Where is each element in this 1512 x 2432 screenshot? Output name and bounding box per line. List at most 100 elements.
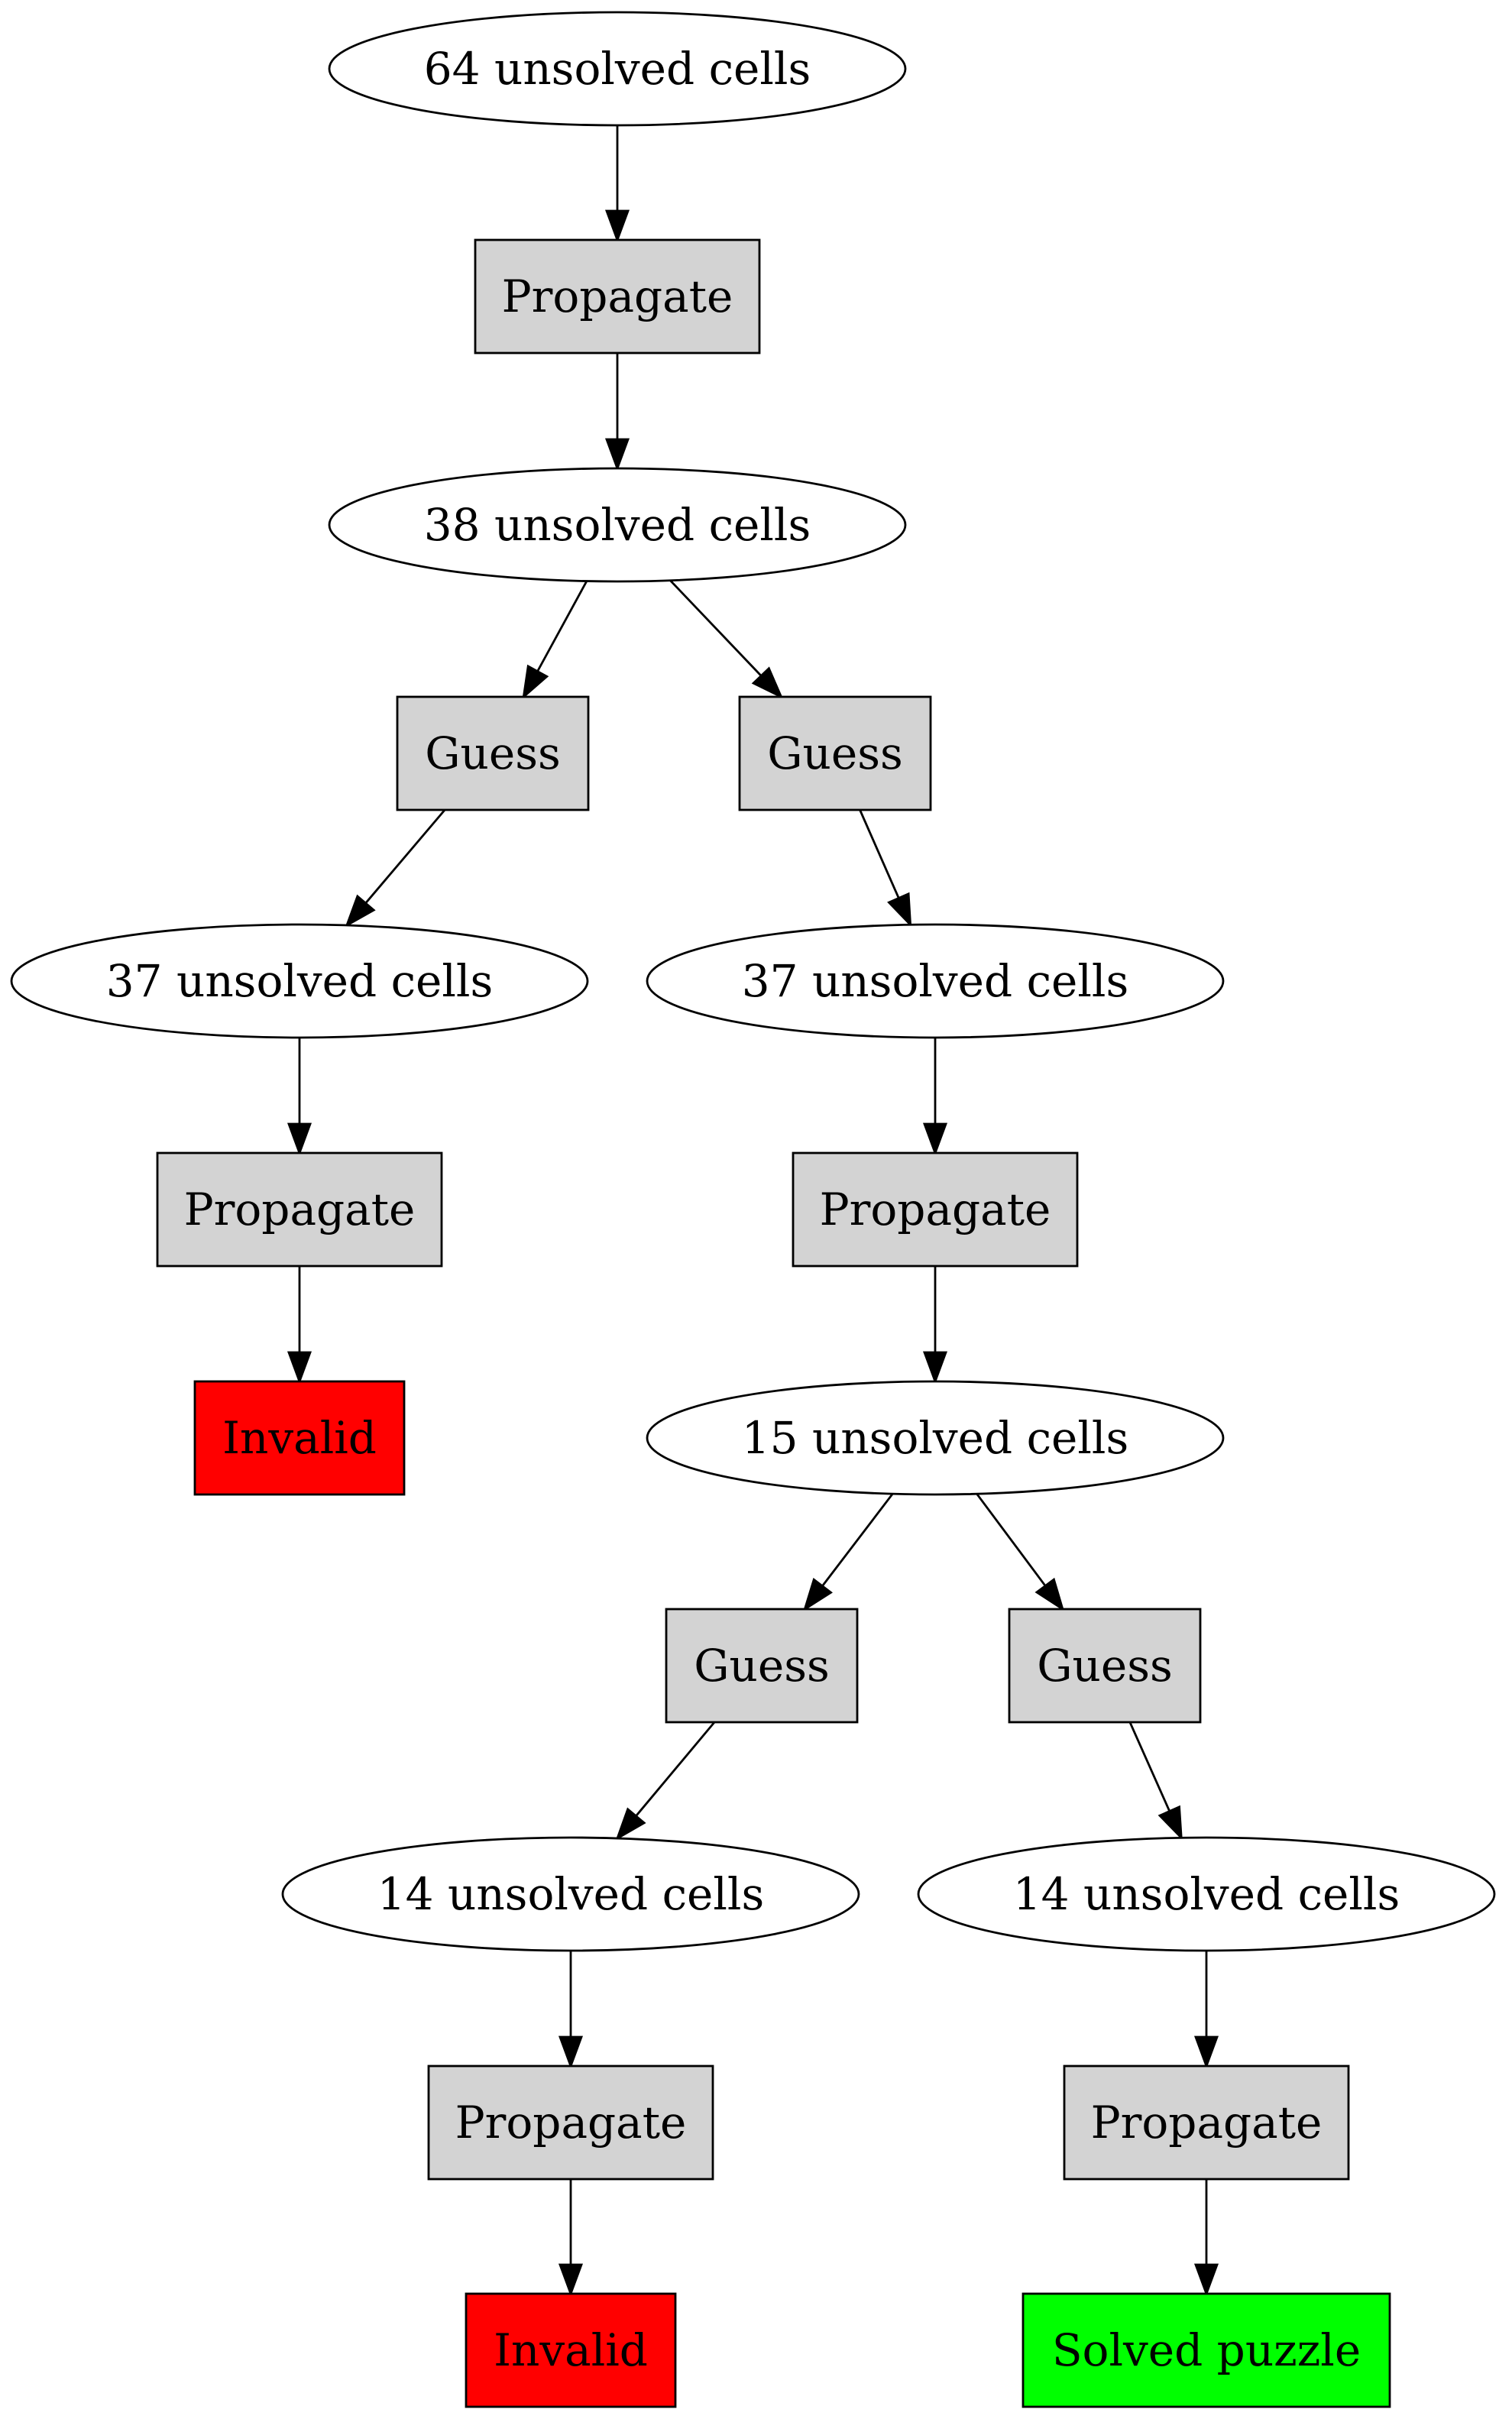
node-14-unsolved-cells: 14 unsolved cells xyxy=(281,1836,860,1952)
edge-n2-to-g2 xyxy=(669,579,784,699)
state-ellipse xyxy=(281,1836,860,1952)
state-ellipse xyxy=(917,1836,1496,1952)
node-label: 38 unsolved cells xyxy=(424,499,811,551)
edge-line xyxy=(821,1493,894,1587)
edge-g4-to-n7 xyxy=(1128,1721,1183,1841)
node-14-unsolved-cells: 14 unsolved cells xyxy=(917,1836,1496,1952)
action-box xyxy=(665,1608,859,1724)
node-propagate: Propagate xyxy=(1063,2064,1350,2181)
edge-p5-to-s1 xyxy=(1193,2179,1219,2298)
arrowhead-icon xyxy=(922,1351,948,1385)
edge-line xyxy=(976,1493,1047,1587)
arrowhead-icon xyxy=(751,666,784,699)
node-label: Propagate xyxy=(502,270,733,322)
edge-n5-to-g4 xyxy=(976,1493,1065,1612)
action-box xyxy=(474,238,761,355)
edge-p2-to-x1 xyxy=(287,1266,312,1385)
node-label: Guess xyxy=(767,727,903,779)
node-propagate: Propagate xyxy=(792,1151,1079,1268)
edge-n3-to-p2 xyxy=(287,1038,312,1157)
edge-g2-to-n4 xyxy=(859,809,912,928)
edge-line xyxy=(859,809,900,899)
node-guess: Guess xyxy=(738,695,932,811)
edge-line xyxy=(669,579,762,677)
node-label: 14 unsolved cells xyxy=(377,1868,765,1920)
state-ellipse xyxy=(10,923,589,1039)
node-label: Propagate xyxy=(820,1184,1051,1235)
node-guess: Guess xyxy=(1008,1608,1202,1724)
node-invalid: Invalid xyxy=(465,2292,677,2408)
arrowhead-icon xyxy=(287,1122,312,1157)
state-ellipse xyxy=(646,1380,1225,1496)
node-label: Guess xyxy=(694,1640,830,1692)
action-box xyxy=(1021,2292,1391,2408)
action-box xyxy=(193,1380,406,1496)
node-37-unsolved-cells: 37 unsolved cells xyxy=(646,923,1225,1039)
node-label: 15 unsolved cells xyxy=(742,1412,1129,1464)
node-label: 14 unsolved cells xyxy=(1013,1868,1400,1920)
node-guess: Guess xyxy=(396,695,590,811)
arrowhead-icon xyxy=(522,664,549,700)
action-box xyxy=(1008,1608,1202,1724)
action-box xyxy=(427,2064,714,2181)
node-64-unsolved-cells: 64 unsolved cells xyxy=(328,11,907,127)
nodes-layer: 64 unsolved cells Propagate 38 unsolved ce… xyxy=(10,11,1496,2408)
edge-n2-to-g1 xyxy=(522,580,588,700)
edge-n5-to-g3 xyxy=(802,1493,894,1612)
action-box xyxy=(1063,2064,1350,2181)
arrowhead-icon xyxy=(604,209,630,244)
node-label: 64 unsolved cells xyxy=(424,43,811,95)
edge-g3-to-n6 xyxy=(615,1721,716,1841)
arrowhead-icon xyxy=(1193,2035,1219,2070)
edge-line xyxy=(536,580,588,672)
edge-n7-to-p5 xyxy=(1193,1951,1219,2070)
action-box xyxy=(792,1151,1079,1268)
node-label: Invalid xyxy=(494,2324,648,2376)
action-box xyxy=(396,695,590,811)
action-box xyxy=(465,2292,677,2408)
arrowhead-icon xyxy=(615,1807,646,1841)
node-label: 37 unsolved cells xyxy=(106,955,494,1007)
arrowhead-icon xyxy=(1193,2263,1219,2298)
edge-line xyxy=(364,809,446,904)
node-label: Propagate xyxy=(184,1184,416,1235)
node-15-unsolved-cells: 15 unsolved cells xyxy=(646,1380,1225,1496)
node-propagate: Propagate xyxy=(156,1151,443,1268)
edge-p4-to-x2 xyxy=(558,2179,584,2298)
edge-p3-to-n5 xyxy=(922,1266,948,1385)
state-ellipse xyxy=(328,11,907,127)
node-solved-puzzle: Solved puzzle xyxy=(1021,2292,1391,2408)
action-box xyxy=(738,695,932,811)
arrowhead-icon xyxy=(604,438,630,472)
node-propagate: Propagate xyxy=(474,238,761,355)
arrowhead-icon xyxy=(887,892,912,928)
state-ellipse xyxy=(328,467,907,583)
arrowhead-icon xyxy=(558,2035,584,2070)
arrowhead-icon xyxy=(345,894,376,928)
node-label: Propagate xyxy=(1091,2097,1323,2149)
edge-g1-to-n3 xyxy=(345,809,446,928)
state-ellipse xyxy=(646,923,1225,1039)
arrowhead-icon xyxy=(287,1351,312,1385)
node-guess: Guess xyxy=(665,1608,859,1724)
arrowhead-icon xyxy=(1157,1805,1183,1841)
node-label: Guess xyxy=(425,727,561,779)
arrowhead-icon xyxy=(558,2263,584,2298)
arrowhead-icon xyxy=(802,1577,833,1612)
edge-n4-to-p3 xyxy=(922,1038,948,1157)
node-37-unsolved-cells: 37 unsolved cells xyxy=(10,923,589,1039)
action-box xyxy=(156,1151,443,1268)
arrowhead-icon xyxy=(922,1122,948,1157)
edge-n6-to-p4 xyxy=(558,1951,584,2070)
edge-n1-to-p1 xyxy=(604,125,630,244)
arrowhead-icon xyxy=(1034,1577,1065,1612)
node-label: Solved puzzle xyxy=(1052,2324,1361,2376)
node-label: 37 unsolved cells xyxy=(742,955,1129,1007)
edge-line xyxy=(635,1721,716,1817)
edge-line xyxy=(1128,1721,1171,1812)
edges-layer xyxy=(287,125,1219,2298)
node-label: Invalid xyxy=(222,1412,377,1464)
node-38-unsolved-cells: 38 unsolved cells xyxy=(328,467,907,583)
node-invalid: Invalid xyxy=(193,1380,406,1496)
